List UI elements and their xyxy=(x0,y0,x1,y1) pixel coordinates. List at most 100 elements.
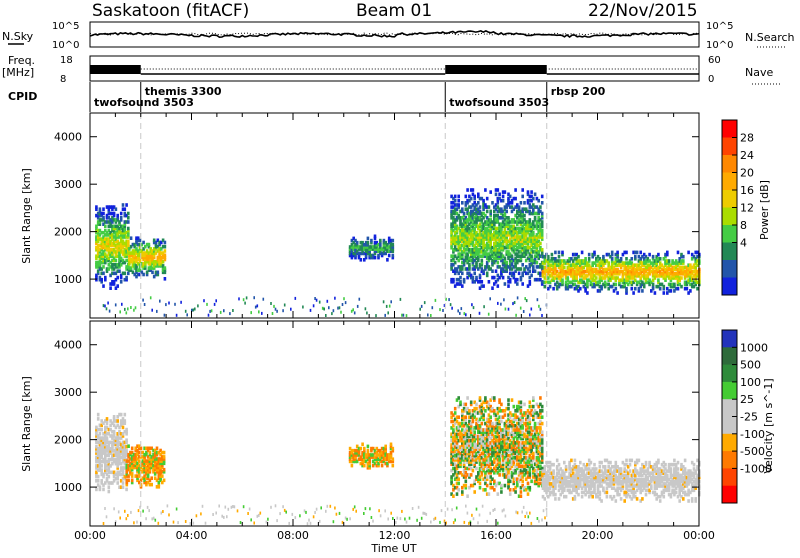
data-cell xyxy=(486,272,489,276)
data-cell xyxy=(459,401,462,405)
data-cell xyxy=(392,464,395,468)
data-cell xyxy=(497,284,500,288)
data-cell xyxy=(521,480,524,484)
ground-cell xyxy=(503,508,505,511)
data-cell xyxy=(475,276,478,280)
ground-cell xyxy=(258,514,260,517)
colorbar-swatch-3 xyxy=(722,173,737,191)
ground-cell xyxy=(225,506,227,509)
data-cell xyxy=(491,286,494,290)
data-cell xyxy=(120,413,123,417)
data-cell xyxy=(611,257,614,261)
data-cell xyxy=(511,398,514,402)
data-cell xyxy=(541,212,544,216)
ground-cell xyxy=(238,297,240,300)
ground-cell xyxy=(276,310,278,313)
ground-cell xyxy=(206,303,208,306)
data-cell xyxy=(392,243,395,247)
data-cell xyxy=(567,276,570,280)
data-cell xyxy=(100,278,103,282)
ground-cell xyxy=(500,303,502,306)
ground-cell xyxy=(473,306,475,309)
ground-cell xyxy=(339,306,341,309)
ground-cell xyxy=(355,510,357,513)
data-cell xyxy=(127,444,130,448)
ground-cell xyxy=(432,306,434,309)
ground-cell xyxy=(164,314,166,317)
ground-cell xyxy=(538,520,540,523)
ground-cell xyxy=(508,308,510,311)
ground-cell xyxy=(357,305,359,308)
ground-cell xyxy=(205,522,207,525)
ground-cell xyxy=(257,515,259,518)
data-cell xyxy=(680,285,683,289)
ground-cell xyxy=(427,314,429,317)
data-cell xyxy=(505,261,508,265)
ground-cell xyxy=(471,514,473,517)
ground-cell xyxy=(153,517,155,520)
ground-cell xyxy=(113,507,115,510)
ground-cell xyxy=(492,509,494,512)
data-cell xyxy=(363,464,366,468)
data-cell xyxy=(502,195,505,199)
data-cell xyxy=(463,212,466,216)
data-cell xyxy=(561,278,564,282)
data-cell xyxy=(579,287,582,291)
data-cell xyxy=(529,269,532,273)
ground-cell xyxy=(529,314,531,317)
data-cell xyxy=(452,278,455,282)
ground-cell xyxy=(232,505,234,508)
ground-cell xyxy=(151,517,153,520)
ground-cell xyxy=(197,304,199,307)
ground-cell xyxy=(202,505,204,508)
data-cell xyxy=(104,276,107,280)
data-cell xyxy=(677,251,680,255)
colorbar-swatch-9 xyxy=(722,278,737,296)
data-cell xyxy=(641,289,644,293)
data-cell xyxy=(509,195,512,199)
data-cell xyxy=(361,443,364,447)
ground-cell xyxy=(421,517,423,520)
data-cell xyxy=(367,241,370,245)
data-cell xyxy=(125,428,128,432)
data-cell xyxy=(541,265,544,269)
ground-cell xyxy=(482,505,484,508)
colorbar-tick-label-6: 4 xyxy=(740,237,747,250)
ground-cell xyxy=(352,308,354,311)
data-cell xyxy=(663,291,666,295)
ground-cell xyxy=(148,509,150,512)
ground-cell xyxy=(165,303,167,306)
ground-cell xyxy=(261,312,263,315)
ground-cell xyxy=(193,522,195,525)
noise-search-label: N.Search xyxy=(745,31,795,44)
ground-cell xyxy=(190,522,192,525)
ground-cell xyxy=(450,303,452,306)
data-cell xyxy=(482,199,485,203)
data-cell xyxy=(115,259,118,263)
data-cell xyxy=(164,245,167,249)
date-title: 22/Nov/2015 xyxy=(588,1,698,21)
data-cell xyxy=(392,447,395,451)
data-cell xyxy=(523,214,526,218)
noise-sky-line xyxy=(90,31,699,37)
ground-cell xyxy=(439,521,441,524)
ground-cell xyxy=(337,307,339,310)
data-cell xyxy=(537,199,540,203)
ground-cell xyxy=(489,512,491,515)
ground-cell xyxy=(115,303,117,306)
ground-cell xyxy=(442,309,444,312)
ground-cell xyxy=(133,309,135,312)
ground-cell xyxy=(543,509,545,512)
data-cell xyxy=(561,251,564,255)
ground-cell xyxy=(461,307,463,310)
data-cell xyxy=(549,285,552,289)
ground-cell xyxy=(421,305,423,308)
data-cell xyxy=(504,190,507,194)
colorbar-tick-label-3: 16 xyxy=(740,184,754,197)
ground-cell xyxy=(295,297,297,300)
ground-cell xyxy=(249,508,251,511)
data-cell xyxy=(113,415,116,419)
ground-cell xyxy=(253,296,255,299)
data-cell xyxy=(498,398,501,402)
